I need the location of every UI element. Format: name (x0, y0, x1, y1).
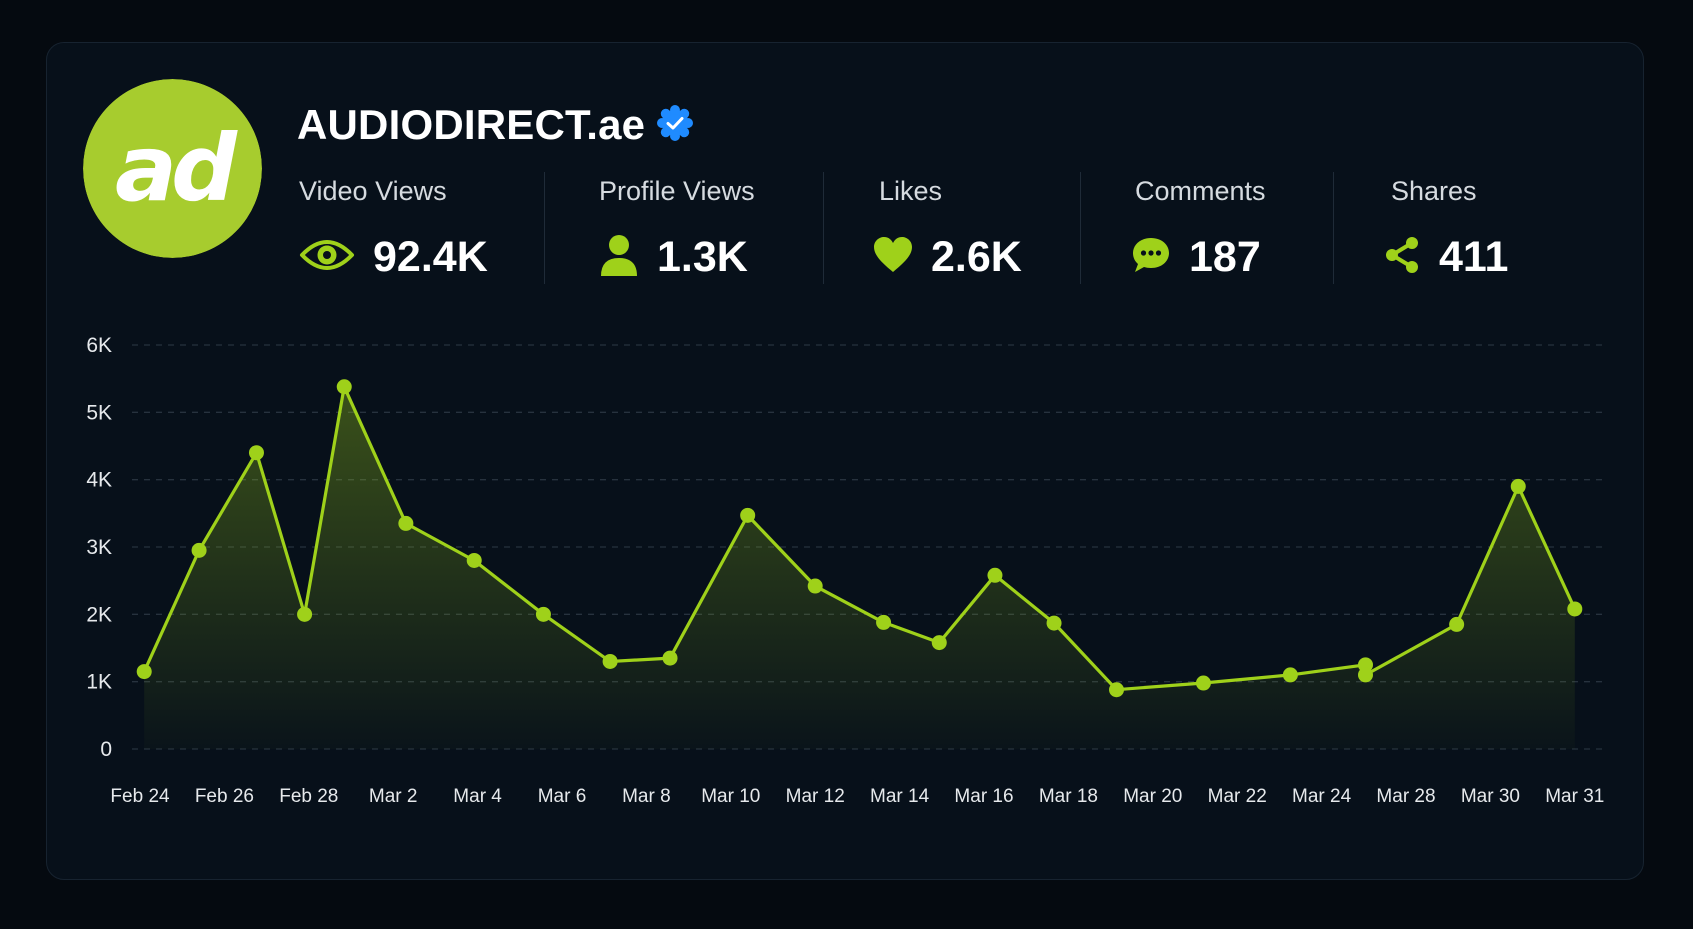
data-point[interactable] (297, 606, 313, 622)
stat-value: 187 (1189, 232, 1261, 281)
data-point[interactable] (602, 653, 618, 669)
x-tick-label: Mar 20 (1123, 786, 1182, 807)
stat-value: 2.6K (931, 232, 1022, 281)
stat-value: 411 (1439, 232, 1509, 281)
y-tick-label: 3K (86, 536, 112, 559)
y-tick-label: 5K (86, 401, 112, 424)
brand-logo: ad (83, 79, 262, 258)
series-area (144, 386, 1575, 749)
x-tick-label: Feb 24 (110, 786, 170, 807)
x-tick-label: Mar 30 (1461, 786, 1520, 807)
data-point[interactable] (1282, 667, 1298, 683)
y-tick-label: 2K (86, 603, 112, 626)
data-point[interactable] (466, 552, 482, 568)
data-point[interactable] (398, 515, 414, 531)
logo-text: ad (115, 115, 238, 222)
profile-name: AUDIODIRECT.ae (297, 101, 646, 148)
user-icon (599, 234, 639, 281)
x-tick-label: Mar 6 (538, 786, 587, 807)
data-point[interactable] (931, 635, 947, 651)
data-point[interactable] (740, 507, 756, 523)
stat-divider (1080, 172, 1081, 284)
data-point[interactable] (987, 567, 1003, 583)
data-point[interactable] (1357, 667, 1373, 683)
x-tick-label: Mar 10 (701, 786, 760, 807)
stat-label: Shares (1391, 176, 1477, 206)
y-tick-label: 4K (86, 469, 112, 492)
verified-badge-icon (657, 104, 694, 146)
data-point[interactable] (1046, 615, 1062, 631)
data-point[interactable] (248, 445, 264, 461)
stat-divider (1333, 172, 1334, 284)
data-point[interactable] (1109, 682, 1125, 698)
stat-value: 92.4K (373, 232, 488, 281)
x-tick-label: Feb 26 (195, 786, 254, 807)
stat-label: Video Views (299, 176, 447, 206)
data-point[interactable] (662, 650, 678, 666)
stat-label: Profile Views (599, 176, 755, 206)
data-point[interactable] (336, 379, 352, 395)
x-tick-label: Mar 16 (954, 786, 1013, 807)
x-tick-label: Feb 28 (279, 786, 338, 807)
x-tick-label: Mar 24 (1292, 786, 1352, 807)
x-tick-label: Mar 2 (369, 786, 418, 807)
eye-icon (299, 235, 355, 280)
x-tick-label: Mar 8 (622, 786, 671, 807)
profile-header: AUDIODIRECT.ae (297, 98, 694, 152)
stat-divider (544, 172, 545, 284)
stat-label: Comments (1135, 176, 1266, 206)
data-point[interactable] (876, 614, 892, 630)
stat-value: 1.3K (657, 232, 748, 281)
x-tick-label: Mar 28 (1376, 786, 1435, 807)
data-point[interactable] (807, 578, 823, 594)
x-tick-label: Mar 4 (453, 786, 502, 807)
x-tick-label: Mar 14 (870, 786, 930, 807)
y-tick-label: 6K (86, 334, 112, 357)
share-icon (1383, 235, 1421, 280)
y-tick-label: 1K (86, 671, 112, 694)
stat-divider (823, 172, 824, 284)
y-tick-label: 0 (100, 738, 112, 761)
x-tick-label: Mar 31 (1545, 786, 1604, 807)
data-point[interactable] (1449, 616, 1465, 632)
stat-label: Likes (879, 176, 943, 206)
heart-icon (873, 236, 913, 279)
x-tick-label: Mar 12 (786, 786, 845, 807)
data-point[interactable] (1510, 478, 1526, 494)
data-point[interactable] (136, 664, 152, 680)
data-point[interactable] (535, 606, 551, 622)
data-point[interactable] (1195, 675, 1211, 691)
x-tick-label: Mar 18 (1039, 786, 1098, 807)
data-point[interactable] (1567, 601, 1583, 617)
x-tick-label: Mar 22 (1208, 786, 1267, 807)
data-point[interactable] (191, 542, 207, 558)
comment-icon (1131, 236, 1171, 279)
